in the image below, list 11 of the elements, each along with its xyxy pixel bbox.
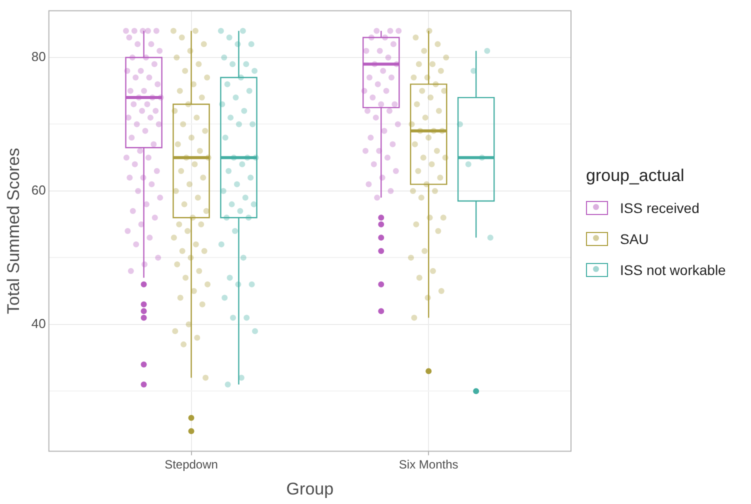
- legend-label: ISS received: [620, 200, 700, 216]
- x-tick-label: Stepdown: [164, 458, 218, 472]
- legend-label: SAU: [620, 230, 649, 246]
- y-tick-label: 80: [31, 49, 46, 64]
- legend-label: ISS not workable: [620, 262, 726, 278]
- y-axis-title: Total Summed Scores: [4, 148, 23, 314]
- legend-title: group_actual: [586, 166, 686, 186]
- y-tick-label: 40: [31, 316, 46, 331]
- y-tick-label: 60: [31, 182, 46, 198]
- x-tick-label: Six Months: [398, 458, 458, 472]
- x-axis-title: Group: [286, 479, 334, 498]
